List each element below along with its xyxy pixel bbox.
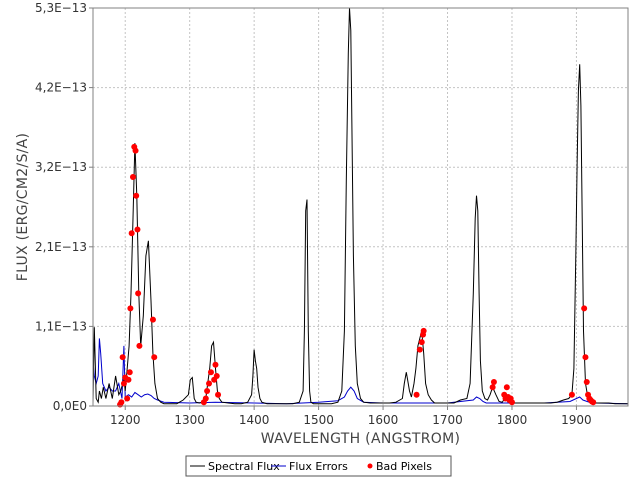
bad-pixel-point (207, 369, 214, 376)
spectral-flux-line (92, 7, 628, 405)
legend: Spectral Flux Flux Errors Bad Pixels (185, 455, 452, 477)
bad-pixel-point (568, 391, 575, 398)
bad-pixel-point (136, 342, 143, 349)
bad-pixel-point (124, 395, 131, 402)
bad-pixel-point (583, 378, 590, 385)
bad-pixel-point (420, 327, 427, 334)
bad-pixel-point (204, 387, 211, 394)
x-tick-label: 1500 (303, 413, 334, 427)
x-tick-label: 1700 (432, 413, 463, 427)
bad-pixel-point (128, 230, 135, 237)
flux-errors-line (92, 338, 629, 405)
legend-flux-errors-label: Flux Errors (289, 460, 348, 473)
bad-pixel-point (215, 391, 222, 398)
bad-pixel-point (132, 147, 139, 154)
y-tick-label: 4,2E−13 (35, 81, 87, 95)
bad-pixel-point (206, 380, 213, 387)
y-axis-title: FLUX (ERG/CM2/S/A) (15, 133, 31, 282)
bad-pixel-point (213, 372, 220, 379)
y-tick-label: 5,3E−13 (35, 1, 87, 15)
bad-pixel-point (590, 399, 597, 406)
y-tick-label: 2,1E−13 (35, 240, 87, 254)
y-tick-label: 3,2E−13 (35, 160, 87, 174)
bad-pixel-point (125, 376, 132, 383)
legend-bad-pixels-swatch (367, 463, 373, 469)
bad-pixel-point (151, 354, 158, 361)
x-tick-label: 1600 (368, 413, 399, 427)
bad-pixel-point (127, 305, 134, 312)
bad-pixel-point (503, 384, 510, 391)
bad-pixel-point (202, 395, 209, 402)
bad-pixel-point (120, 380, 127, 387)
plot-frame (92, 7, 629, 407)
legend-spectral-flux-label: Spectral Flux (208, 460, 280, 473)
legend-bad-pixels-label: Bad Pixels (376, 460, 432, 473)
y-tick-label: 0,0E0 (53, 399, 87, 413)
bad-pixel-point (582, 354, 589, 361)
x-tick-label: 1900 (561, 413, 592, 427)
bad-pixel-point (133, 192, 140, 199)
bad-pixel-point (490, 378, 497, 385)
x-tick-label: 1800 (497, 413, 528, 427)
x-tick-label: 1300 (174, 413, 205, 427)
x-tick-label: 1200 (110, 413, 141, 427)
bad-pixel-point (581, 305, 588, 312)
bad-pixel-point (126, 369, 133, 376)
bad-pixel-point (489, 384, 496, 391)
bad-pixel-point (416, 346, 423, 353)
bad-pixel-point (508, 399, 515, 406)
x-tick-label: 1400 (239, 413, 270, 427)
bad-pixel-point (149, 316, 156, 323)
bad-pixel-point (413, 391, 420, 398)
x-axis-title: WAVELENGTH (ANGSTROM) (261, 431, 461, 447)
bad-pixel-point (418, 339, 425, 346)
bad-pixel-point (129, 173, 136, 180)
bad-pixel-point (119, 354, 126, 361)
bad-pixel-point (212, 361, 219, 368)
bad-pixel-point (135, 290, 142, 297)
bad-pixel-point (118, 399, 125, 406)
bad-pixel-point (134, 226, 141, 233)
y-tick-label: 1,1E−13 (35, 319, 87, 333)
